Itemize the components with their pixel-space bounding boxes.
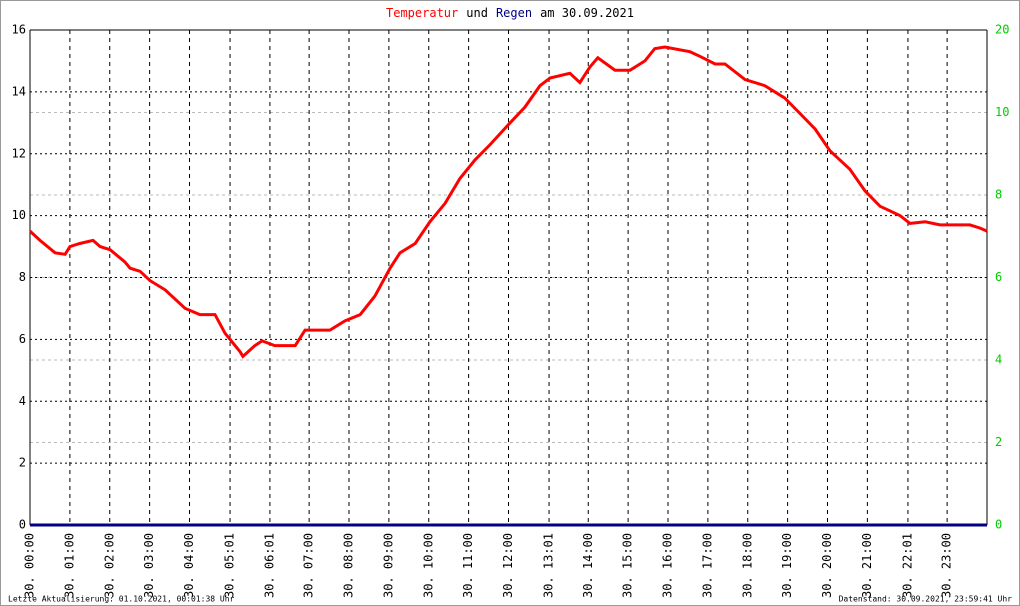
x-tick-label: 30. 21:00 (860, 533, 874, 598)
y-tick-label: 12 (12, 146, 26, 160)
y-tick-label: 8 (19, 270, 26, 284)
x-tick-label: 30. 06:01 (262, 533, 276, 598)
y-tick-label: 16 (12, 23, 26, 37)
footer-left: Letzte Aktualisierung: 01.10.2021, 00:01… (8, 595, 235, 604)
x-tick-label: 30. 02:00 (102, 533, 116, 598)
y-tick-label: 4 (19, 394, 26, 408)
x-tick-label: 30. 11:00 (461, 533, 475, 598)
x-tick-label: 30. 18:00 (740, 533, 754, 598)
y2-tick-label: 2 (995, 435, 1002, 449)
title-part: Temperatur (386, 6, 458, 20)
line-series (28, 45, 988, 359)
x-tick-label: 30. 08:00 (342, 533, 356, 598)
x-tick-label: 30. 17:00 (700, 533, 714, 598)
x-tick-label: 30. 09:00 (381, 533, 395, 598)
x-tick-label: 30. 07:00 (302, 533, 316, 598)
x-tick-label: 30. 12:00 (501, 533, 515, 598)
x-tick-label: 30. 03:00 (142, 533, 156, 598)
x-tick-label: 30. 15:00 (621, 533, 635, 598)
x-tick-label: 30. 10:00 (421, 533, 435, 598)
x-tick-label: 30. 05:01 (223, 533, 237, 598)
y2-tick-label: 0 (995, 518, 1002, 532)
y2-tick-label: 8 (995, 188, 1002, 202)
y-tick-label: 6 (19, 332, 26, 346)
y2-tick-label: 4 (995, 353, 1002, 367)
title-part: am 30.09.2021 (540, 6, 634, 20)
title-part: Regen (496, 6, 532, 20)
title-part: und (466, 6, 488, 20)
x-tick-label: 30. 20:00 (820, 533, 834, 598)
x-tick-label: 30. 22:01 (900, 533, 914, 598)
x-tick-label: 30. 14:00 (581, 533, 595, 598)
chart-title: Temperatur und Regen am 30.09.2021 (386, 6, 634, 20)
x-tick-label: 30. 16:00 (661, 533, 675, 598)
y-tick-label: 0 (19, 518, 26, 532)
y2-tick-label: 10 (995, 105, 1009, 119)
x-tick-label: 30. 23:00 (940, 533, 954, 598)
y-tick-label: 14 (12, 84, 26, 98)
y-tick-label: 10 (12, 208, 26, 222)
x-tick-label: 30. 19:00 (780, 533, 794, 598)
x-tick-label: 30. 01:00 (62, 533, 76, 598)
x-tick-label: 30. 04:00 (182, 533, 196, 598)
y-tick-label: 2 (19, 456, 26, 470)
y2-tick-label: 20 (995, 23, 1009, 37)
x-tick-label: 30. 13:01 (542, 533, 556, 598)
x-tick-label: 30. 00:00 (23, 533, 37, 598)
footer-right: Datenstand: 30.09.2021, 23:59:41 Uhr (839, 595, 1013, 604)
y2-tick-label: 6 (995, 270, 1002, 284)
